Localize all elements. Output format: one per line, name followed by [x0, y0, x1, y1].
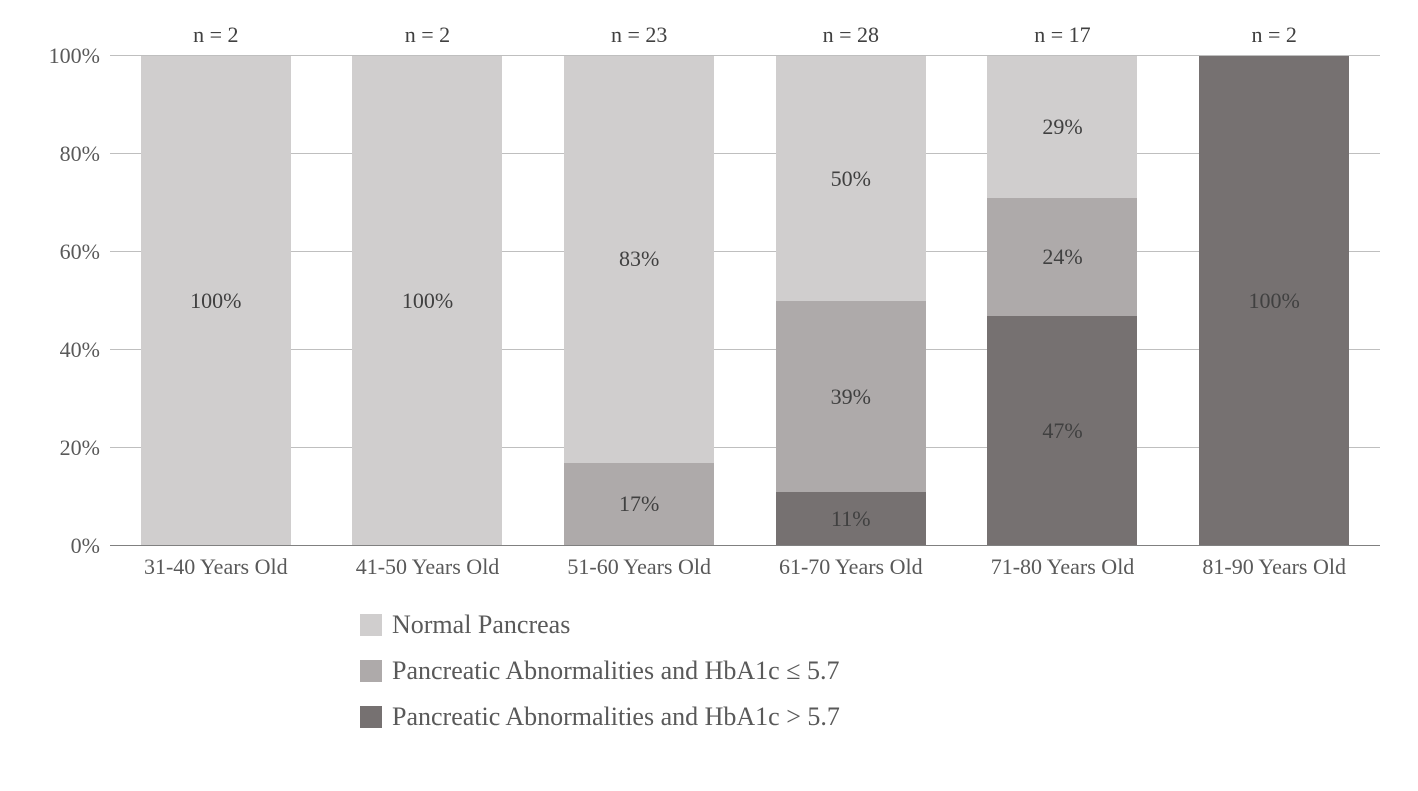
legend-label: Pancreatic Abnormalities and HbA1c > 5.7 — [392, 702, 840, 732]
bar-group: n = 2100% — [322, 56, 534, 546]
legend-swatch — [360, 614, 382, 636]
bar-group: n = 2100% — [110, 56, 322, 546]
bar-segment: 17% — [564, 463, 714, 546]
legend-item: Normal Pancreas — [360, 610, 1160, 640]
n-label: n = 17 — [1034, 22, 1090, 48]
x-tick-label: 41-50 Years Old — [356, 554, 500, 580]
bar-segment: 24% — [987, 198, 1137, 316]
bar-segment: 29% — [987, 56, 1137, 198]
n-label: n = 2 — [1251, 22, 1296, 48]
n-label: n = 28 — [823, 22, 879, 48]
n-label: n = 23 — [611, 22, 667, 48]
bar: 83%17% — [564, 56, 714, 546]
n-label: n = 2 — [405, 22, 450, 48]
x-tick-label: 71-80 Years Old — [991, 554, 1135, 580]
x-tick-label: 61-70 Years Old — [779, 554, 923, 580]
bar-group: n = 2383%17% — [533, 56, 745, 546]
bar-group: n = 1729%24%47% — [957, 56, 1169, 546]
y-axis: 0%20%40%60%80%100% — [20, 56, 110, 546]
bar: 29%24%47% — [987, 56, 1137, 546]
bar-segment: 100% — [352, 56, 502, 546]
bar: 50%39%11% — [776, 56, 926, 546]
bar-segment: 50% — [776, 56, 926, 301]
y-tick-label: 40% — [20, 337, 100, 363]
bar: 100% — [352, 56, 502, 546]
n-label: n = 2 — [193, 22, 238, 48]
legend-label: Normal Pancreas — [392, 610, 570, 640]
x-tick-label: 81-90 Years Old — [1202, 554, 1346, 580]
bar: 100% — [1199, 56, 1349, 546]
plot-area: n = 2100%n = 2100%n = 2383%17%n = 2850%3… — [110, 56, 1380, 546]
bar-segment: 11% — [776, 492, 926, 546]
y-tick-label: 60% — [20, 239, 100, 265]
legend-label: Pancreatic Abnormalities and HbA1c ≤ 5.7 — [392, 656, 839, 686]
bar-group: n = 2100% — [1168, 56, 1380, 546]
legend-item: Pancreatic Abnormalities and HbA1c > 5.7 — [360, 702, 1160, 732]
x-tick-label: 31-40 Years Old — [144, 554, 288, 580]
y-tick-label: 20% — [20, 435, 100, 461]
bar-segment: 83% — [564, 56, 714, 463]
y-tick-label: 80% — [20, 141, 100, 167]
bar-group: n = 2850%39%11% — [745, 56, 957, 546]
bar-segment: 39% — [776, 301, 926, 492]
x-axis-labels: 31-40 Years Old 41-50 Years Old 51-60 Year… — [110, 554, 1380, 584]
x-tick-label: 51-60 Years Old — [567, 554, 711, 580]
bar-segment: 100% — [1199, 56, 1349, 546]
legend-swatch — [360, 706, 382, 728]
bar: 100% — [141, 56, 291, 546]
x-axis-baseline — [110, 545, 1380, 546]
legend-item: Pancreatic Abnormalities and HbA1c ≤ 5.7 — [360, 656, 1160, 686]
legend-swatch — [360, 660, 382, 682]
legend: Normal Pancreas Pancreatic Abnormalities … — [360, 610, 1160, 748]
bar-segment: 47% — [987, 316, 1137, 546]
stacked-bar-chart: 0%20%40%60%80%100% n = 2100%n = 2100%n =… — [20, 20, 1398, 771]
y-tick-label: 100% — [20, 43, 100, 69]
y-tick-label: 0% — [20, 533, 100, 559]
bar-segment: 100% — [141, 56, 291, 546]
